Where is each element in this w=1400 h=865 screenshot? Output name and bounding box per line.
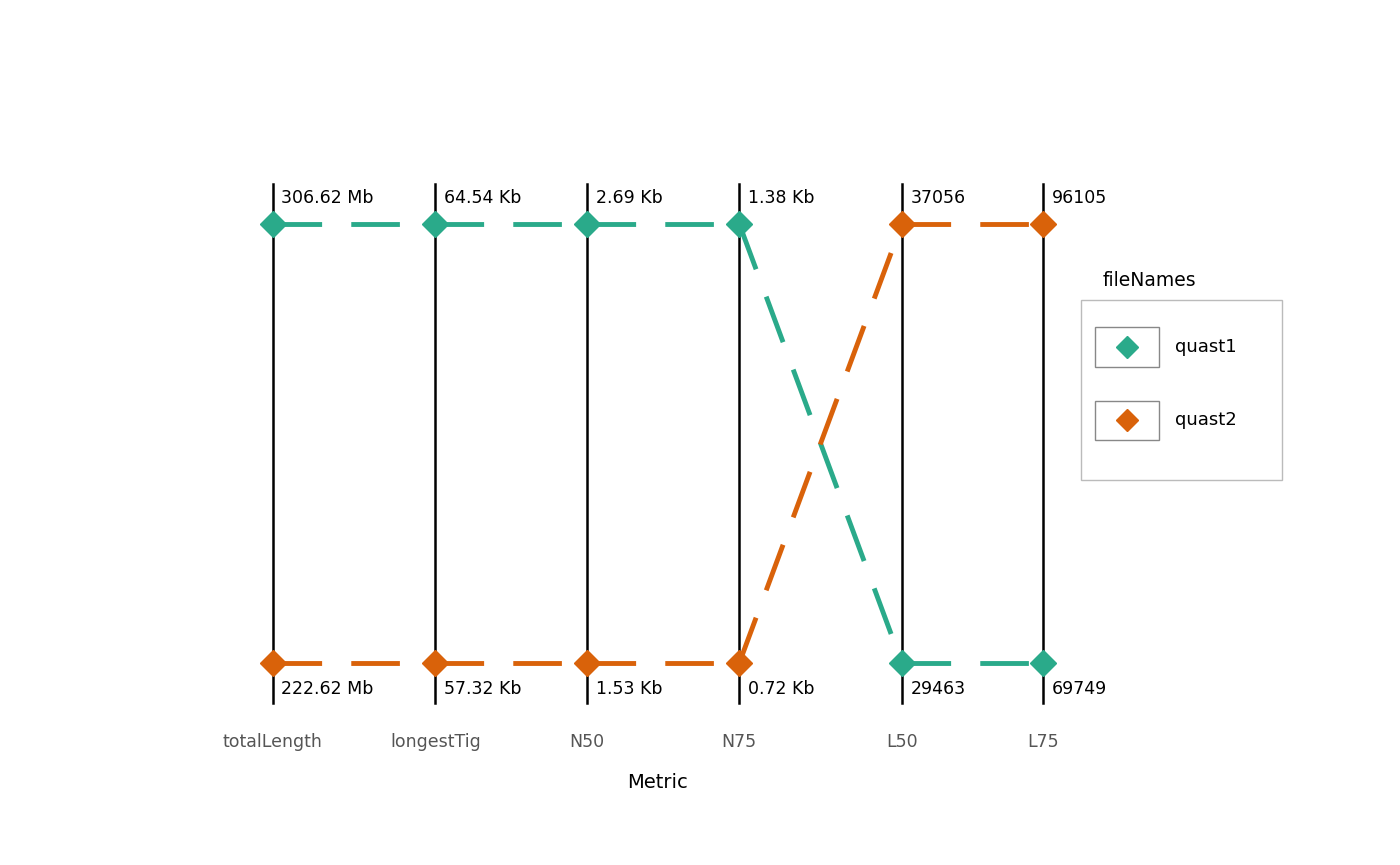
Text: Metric: Metric (627, 773, 689, 792)
Text: N75: N75 (721, 734, 757, 751)
Text: N50: N50 (570, 734, 605, 751)
FancyBboxPatch shape (1095, 400, 1159, 439)
FancyBboxPatch shape (1081, 300, 1282, 480)
Text: L75: L75 (1028, 734, 1058, 751)
FancyBboxPatch shape (1095, 327, 1159, 367)
Text: fileNames: fileNames (1103, 272, 1196, 291)
Text: 222.62 Mb: 222.62 Mb (281, 680, 374, 698)
Text: longestTig: longestTig (391, 734, 480, 751)
Text: 1.38 Kb: 1.38 Kb (748, 189, 815, 207)
Text: quast2: quast2 (1176, 411, 1238, 429)
Text: L50: L50 (886, 734, 918, 751)
Text: 96105: 96105 (1051, 189, 1107, 207)
Text: 57.32 Kb: 57.32 Kb (444, 680, 522, 698)
Text: quast1: quast1 (1176, 338, 1238, 356)
Text: 0.72 Kb: 0.72 Kb (748, 680, 815, 698)
Text: 2.69 Kb: 2.69 Kb (596, 189, 662, 207)
Text: 306.62 Mb: 306.62 Mb (281, 189, 374, 207)
Text: 64.54 Kb: 64.54 Kb (444, 189, 521, 207)
Text: 29463: 29463 (910, 680, 966, 698)
Text: 1.53 Kb: 1.53 Kb (596, 680, 662, 698)
Text: 37056: 37056 (910, 189, 966, 207)
Text: totalLength: totalLength (223, 734, 322, 751)
Text: 69749: 69749 (1051, 680, 1107, 698)
